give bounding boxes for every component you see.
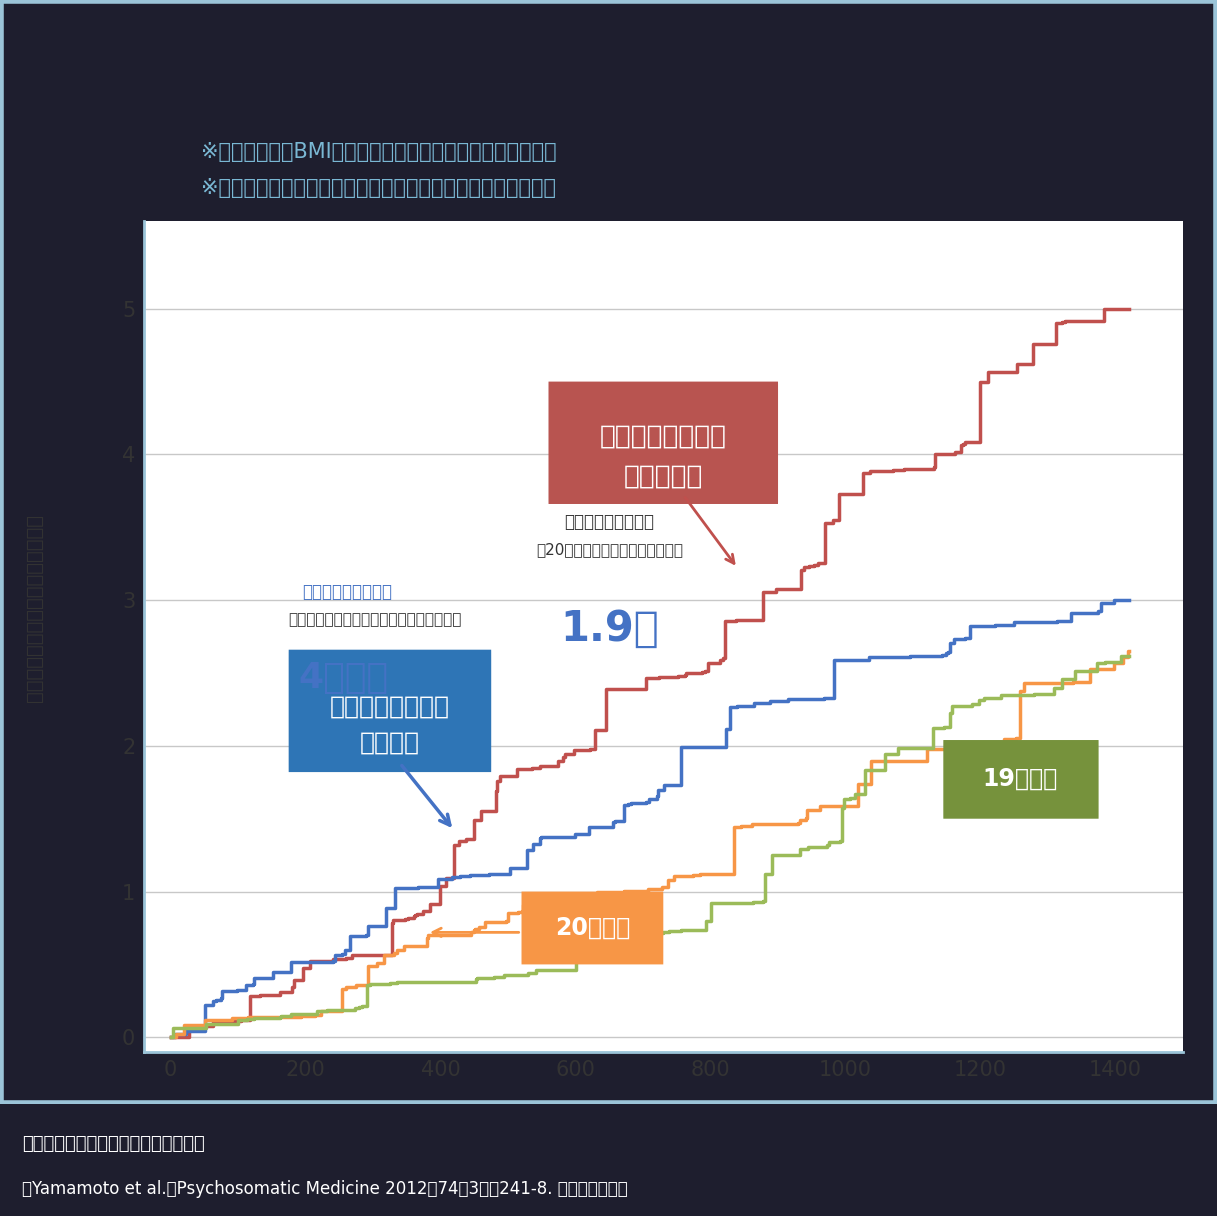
Text: 歯数・義歯使用と認知症発症との関係: 歯数・義歯使用と認知症発症との関係 — [22, 1136, 204, 1154]
FancyBboxPatch shape — [549, 382, 778, 503]
Text: 歯がほとんどなく: 歯がほとんどなく — [330, 694, 450, 719]
Text: 19歯以下: 19歯以下 — [982, 766, 1058, 790]
FancyBboxPatch shape — [522, 891, 663, 964]
Text: 歯がほとんどなく: 歯がほとんどなく — [600, 424, 727, 450]
Text: 認知症になっている人の割合（％）: 認知症になっている人の割合（％） — [24, 514, 44, 702]
Text: 1.9倍: 1.9倍 — [560, 608, 658, 649]
FancyBboxPatch shape — [943, 741, 1099, 818]
Text: 認知症発症のリスク: 認知症発症のリスク — [565, 513, 655, 530]
Text: 義歯未使用: 義歯未使用 — [623, 463, 703, 489]
Text: ※認知症の認定を受けていない６５歳以上の４４２５名を対象: ※認知症の認定を受けていない６５歳以上の４４２５名を対象 — [201, 179, 556, 198]
Text: 【20本以上歯が残っている人】の: 【20本以上歯が残っている人】の — [535, 542, 683, 557]
FancyBboxPatch shape — [288, 649, 492, 772]
Text: （Yamamoto et al.：Psychosomatic Medicine 2012；74（3）：241-8. をもとに作成）: （Yamamoto et al.：Psychosomatic Medicine … — [22, 1181, 628, 1198]
Text: 歯がほとんどなくても義歯を入れることで: 歯がほとんどなくても義歯を入れることで — [288, 612, 462, 626]
Text: 義歯使用: 義歯使用 — [360, 731, 420, 755]
Text: 4割抑制: 4割抑制 — [299, 662, 388, 696]
Text: 認知症発症のリスク: 認知症発症のリスク — [302, 582, 392, 601]
Text: 20歯以上: 20歯以上 — [555, 916, 630, 940]
Text: ※年齢、所得、BMI、治療中疾患、飲酒等の有無を調整済み: ※年齢、所得、BMI、治療中疾患、飲酒等の有無を調整済み — [201, 142, 556, 162]
